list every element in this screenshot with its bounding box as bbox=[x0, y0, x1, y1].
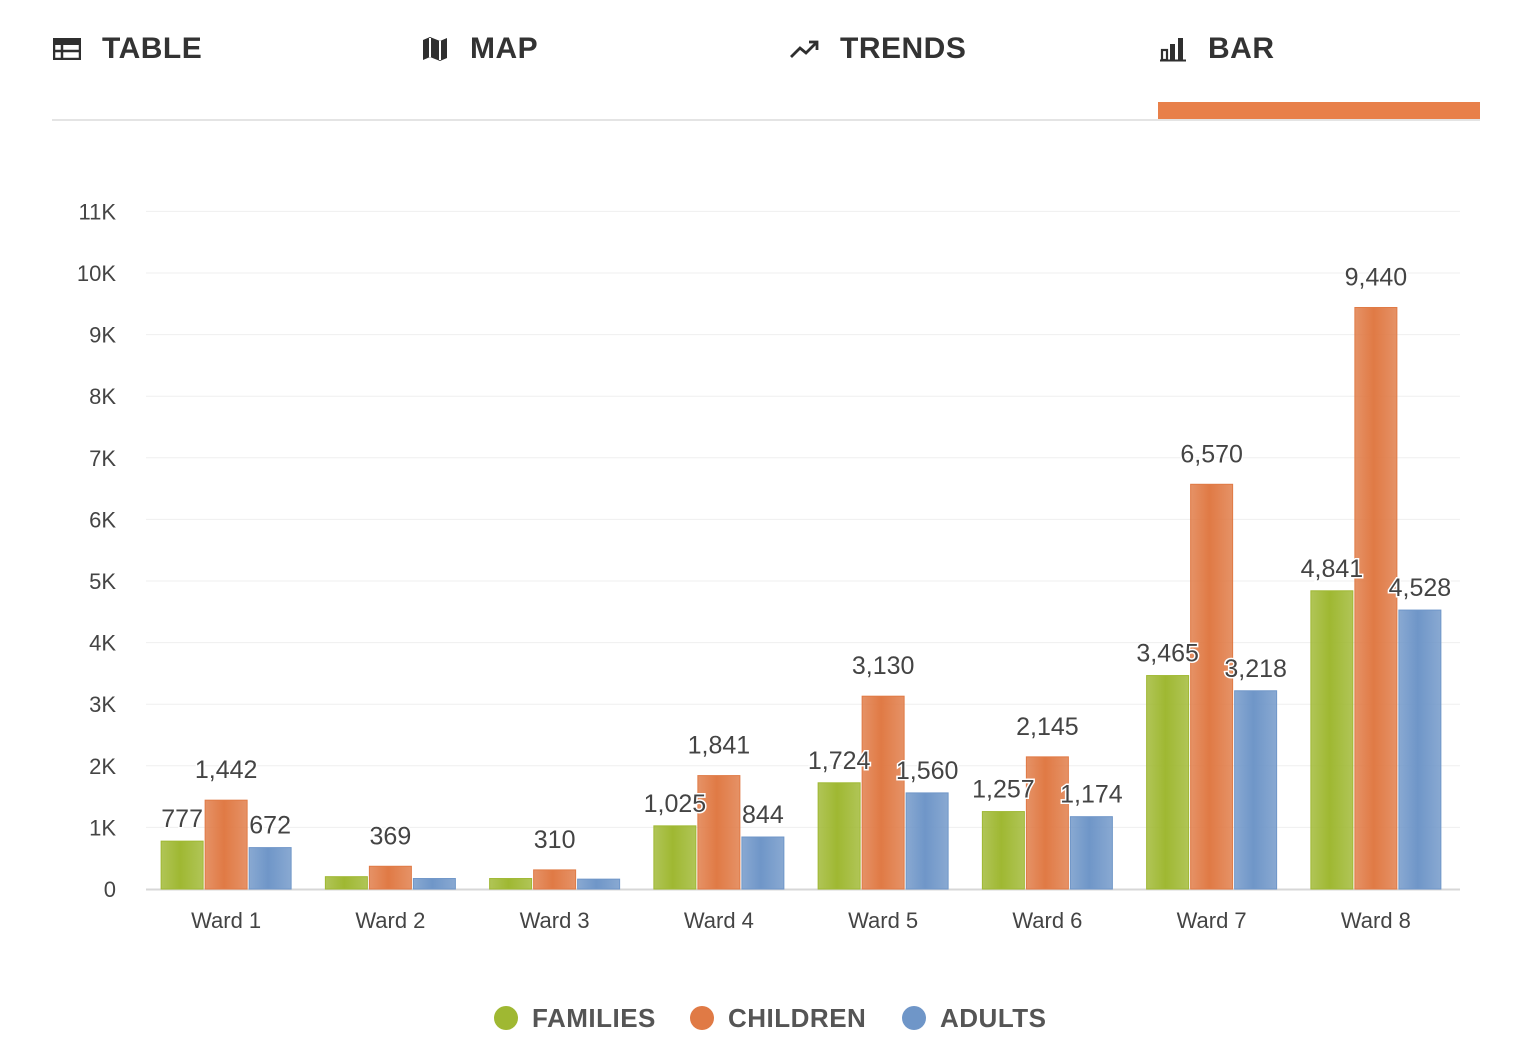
bar-families bbox=[817, 782, 861, 890]
legend-item-families[interactable]: FAMILIES bbox=[494, 998, 656, 1038]
bar-adults bbox=[1069, 816, 1113, 890]
tab-bar-chart[interactable]: BAR bbox=[1158, 26, 1275, 72]
tab-trends[interactable]: TRENDS bbox=[790, 26, 966, 72]
bar-families bbox=[489, 878, 533, 890]
y-tick-label: 1K bbox=[89, 815, 116, 840]
data-label-families: 777 bbox=[161, 805, 203, 833]
bar-children bbox=[1190, 483, 1234, 890]
bar-families bbox=[1310, 590, 1354, 890]
y-tick-label: 7K bbox=[89, 446, 116, 471]
y-tick-label: 0 bbox=[104, 877, 116, 902]
bar-adults bbox=[741, 836, 785, 890]
bar-families bbox=[324, 876, 368, 890]
tab-divider bbox=[52, 119, 1480, 121]
bar-chart-icon bbox=[1158, 34, 1188, 64]
bar-families bbox=[160, 840, 204, 890]
y-tick-label: 6K bbox=[89, 507, 116, 532]
bar-adults bbox=[1398, 609, 1442, 890]
legend-swatch-adults bbox=[902, 1006, 926, 1030]
data-label-families: 3,465 bbox=[1136, 640, 1199, 668]
data-label-adults: 1,560 bbox=[896, 757, 959, 785]
bar-adults bbox=[905, 792, 949, 890]
tab-map-label: MAP bbox=[470, 32, 539, 65]
data-label-adults: 3,218 bbox=[1224, 655, 1287, 683]
bar-children bbox=[861, 695, 905, 890]
tab-table[interactable]: TABLE bbox=[52, 26, 202, 72]
legend-item-adults[interactable]: ADULTS bbox=[902, 998, 1047, 1038]
y-tick-label: 5K bbox=[89, 569, 116, 594]
legend-item-children[interactable]: CHILDREN bbox=[690, 998, 866, 1038]
tab-bar-label: BAR bbox=[1208, 32, 1275, 65]
data-label-adults: 844 bbox=[742, 801, 784, 829]
data-label-children: 6,570 bbox=[1180, 440, 1243, 468]
x-tick-label: Ward 4 bbox=[684, 908, 754, 933]
y-tick-label: 4K bbox=[89, 631, 116, 656]
bar-adults bbox=[1234, 690, 1278, 890]
x-tick-label: Ward 1 bbox=[191, 908, 261, 933]
bar-children bbox=[1354, 306, 1398, 890]
x-tick-label: Ward 3 bbox=[520, 908, 590, 933]
data-label-children: 310 bbox=[534, 826, 576, 854]
y-tick-label: 2K bbox=[89, 754, 116, 779]
data-label-families: 1,025 bbox=[644, 790, 707, 818]
data-label-families: 4,841 bbox=[1301, 555, 1364, 583]
data-label-children: 1,841 bbox=[688, 732, 751, 760]
bar-children bbox=[533, 869, 577, 890]
bar-adults bbox=[248, 847, 292, 890]
legend-swatch-children bbox=[690, 1006, 714, 1030]
active-tab-indicator bbox=[1158, 102, 1480, 119]
data-label-families: 1,724 bbox=[808, 747, 871, 775]
map-icon bbox=[420, 34, 450, 64]
data-label-children: 369 bbox=[370, 822, 412, 850]
chart-canvas: 0 1K 2K 3K 4K 5K 6K 7K 8K 9K 10K 11K 777 1,442 672 Ward… bbox=[77, 199, 1460, 933]
data-label-adults: 1,174 bbox=[1060, 781, 1123, 809]
tab-trends-label: TRENDS bbox=[840, 32, 967, 65]
data-label-families: 1,257 bbox=[972, 776, 1035, 804]
legend-label-children: CHILDREN bbox=[728, 1002, 867, 1033]
data-label-adults: 672 bbox=[249, 812, 291, 840]
data-label-children: 1,442 bbox=[195, 756, 258, 784]
tab-table-label: TABLE bbox=[102, 32, 203, 65]
x-tick-label: Ward 7 bbox=[1177, 908, 1247, 933]
data-label-children: 9,440 bbox=[1345, 263, 1408, 291]
legend-swatch-families bbox=[494, 1006, 518, 1030]
y-tick-label: 11K bbox=[78, 199, 116, 224]
bar-children bbox=[697, 775, 741, 890]
bar-chart: 0 1K 2K 3K 4K 5K 6K 7K 8K 9K 10K 11K 777 1,442 672 Ward… bbox=[0, 140, 1524, 970]
bar-children bbox=[1025, 756, 1069, 890]
legend-label-families: FAMILIES bbox=[532, 1002, 656, 1033]
x-tick-label: Ward 8 bbox=[1341, 908, 1411, 933]
tab-bar: TABLE MAP TRENDS bbox=[0, 0, 1524, 122]
y-tick-label: 8K bbox=[89, 384, 116, 409]
data-label-adults: 4,528 bbox=[1389, 574, 1452, 602]
x-tick-label: Ward 2 bbox=[355, 908, 425, 933]
table-icon bbox=[52, 34, 82, 64]
bar-adults bbox=[412, 878, 456, 890]
trending-up-icon bbox=[790, 34, 820, 64]
y-tick-label: 3K bbox=[89, 692, 116, 717]
chart-legend: FAMILIES CHILDREN ADULTS bbox=[0, 998, 1524, 1038]
x-tick-label: Ward 6 bbox=[1012, 908, 1082, 933]
bar-adults bbox=[577, 878, 621, 890]
bar-families bbox=[653, 825, 697, 890]
bar-families bbox=[1146, 675, 1190, 890]
bar-children bbox=[368, 865, 412, 890]
bar-children bbox=[204, 799, 248, 890]
y-tick-label: 10K bbox=[77, 261, 116, 286]
bar-families bbox=[981, 811, 1025, 890]
y-tick-label: 9K bbox=[89, 323, 116, 348]
x-tick-label: Ward 5 bbox=[848, 908, 918, 933]
data-label-children: 3,130 bbox=[852, 652, 915, 680]
legend-label-adults: ADULTS bbox=[940, 1002, 1047, 1033]
data-label-children: 2,145 bbox=[1016, 713, 1079, 741]
tab-map[interactable]: MAP bbox=[420, 26, 538, 72]
